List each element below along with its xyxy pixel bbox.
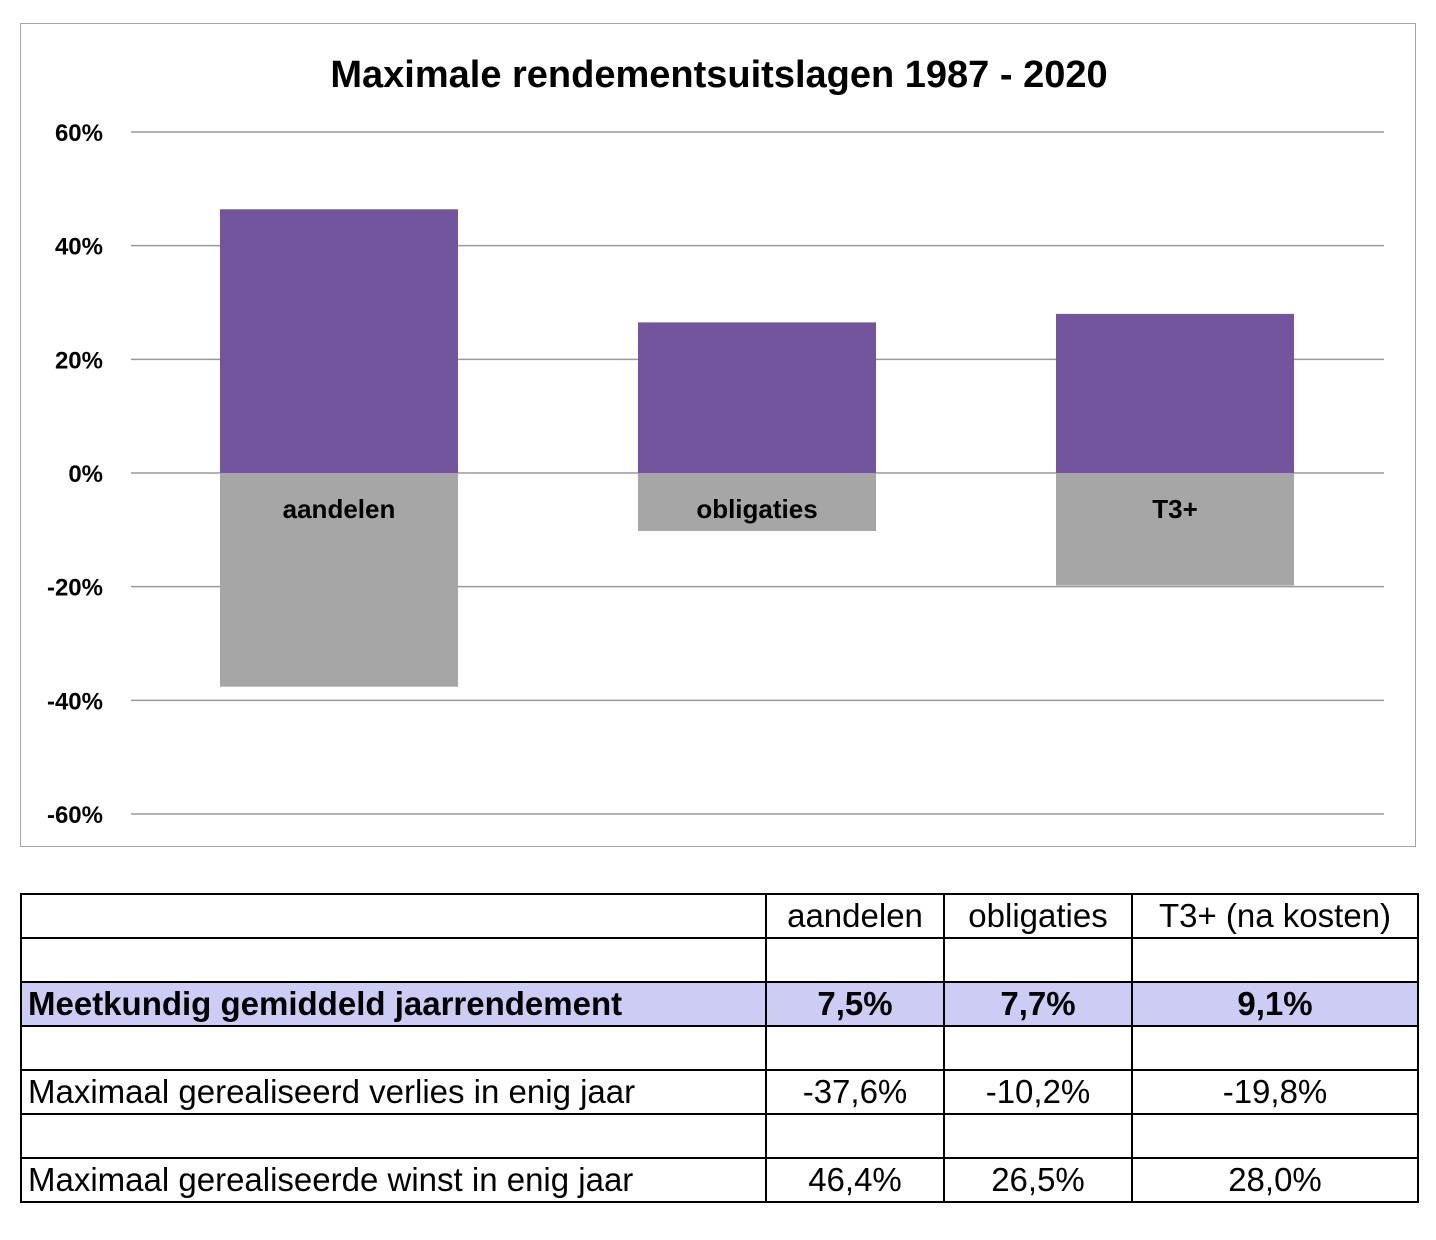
bar-positive-obligaties [638, 322, 876, 473]
value-cell [943, 1113, 1133, 1159]
table-spacer-row [20, 1113, 1419, 1159]
table-row: Maximaal gerealiseerd verlies in enig ja… [20, 1069, 1419, 1115]
y-tick-label: -60% [47, 802, 103, 829]
value-cell [765, 937, 945, 983]
value-cell: 7,7% [943, 981, 1133, 1027]
table-spacer-row [20, 1025, 1419, 1071]
value-cell [943, 937, 1133, 983]
value-cell [943, 1025, 1133, 1071]
category-label: aandelen [283, 494, 396, 524]
y-tick-label: -40% [47, 688, 103, 715]
row-label-cell [20, 893, 767, 939]
table-header-row: aandelen obligaties T3+ (na kosten) [20, 893, 1419, 939]
returns-table: aandelen obligaties T3+ (na kosten) Meetkun… [20, 893, 1419, 1203]
value-cell: 26,5% [943, 1157, 1133, 1203]
value-cell: 28,0% [1131, 1157, 1419, 1203]
table-row: Meetkundig gemiddeld jaarrendement 7,5% 7,… [20, 981, 1419, 1027]
value-cell [1131, 937, 1419, 983]
value-cell: 7,5% [765, 981, 945, 1027]
value-cell [765, 1025, 945, 1071]
category-label: obligaties [696, 494, 817, 524]
value-cell: -19,8% [1131, 1069, 1419, 1115]
value-cell: 9,1% [1131, 981, 1419, 1027]
bar-chart: Maximale rendementsuitslagen 1987 - 2020… [47, 54, 1384, 829]
y-tick-label: 40% [55, 234, 103, 261]
y-tick-label: 0% [68, 461, 103, 488]
value-cell [1131, 1113, 1419, 1159]
value-cell [1131, 1025, 1419, 1071]
y-tick-label: -20% [47, 575, 103, 602]
category-label: T3+ [1152, 494, 1198, 524]
value-cell: T3+ (na kosten) [1131, 893, 1419, 939]
y-tick-label: 20% [55, 347, 103, 374]
value-cell: obligaties [943, 893, 1133, 939]
bar-positive-aandelen [220, 209, 458, 473]
table-spacer-row [20, 937, 1419, 983]
row-label-cell [20, 1025, 767, 1071]
y-tick-label: 60% [55, 120, 103, 147]
value-cell: -37,6% [765, 1069, 945, 1115]
chart-frame: Maximale rendementsuitslagen 1987 - 2020… [20, 23, 1416, 847]
value-cell: 46,4% [765, 1157, 945, 1203]
chart-title: Maximale rendementsuitslagen 1987 - 2020 [330, 54, 1107, 96]
bar-negative-t3 [1056, 473, 1294, 586]
bar-positive-t3 [1056, 313, 1294, 473]
value-cell: -10,2% [943, 1069, 1133, 1115]
row-label-cell: Maximaal gerealiseerd verlies in enig ja… [20, 1069, 767, 1115]
row-label-cell: Maximaal gerealiseerde winst in enig jaa… [20, 1157, 767, 1203]
bar-negative-obligaties [638, 473, 876, 531]
table-row: Maximaal gerealiseerde winst in enig jaa… [20, 1157, 1419, 1203]
row-label-cell [20, 937, 767, 983]
bar-negative-aandelen [220, 473, 458, 687]
row-label-cell: Meetkundig gemiddeld jaarrendement [20, 981, 767, 1027]
value-cell: aandelen [765, 893, 945, 939]
value-cell [765, 1113, 945, 1159]
row-label-cell [20, 1113, 767, 1159]
